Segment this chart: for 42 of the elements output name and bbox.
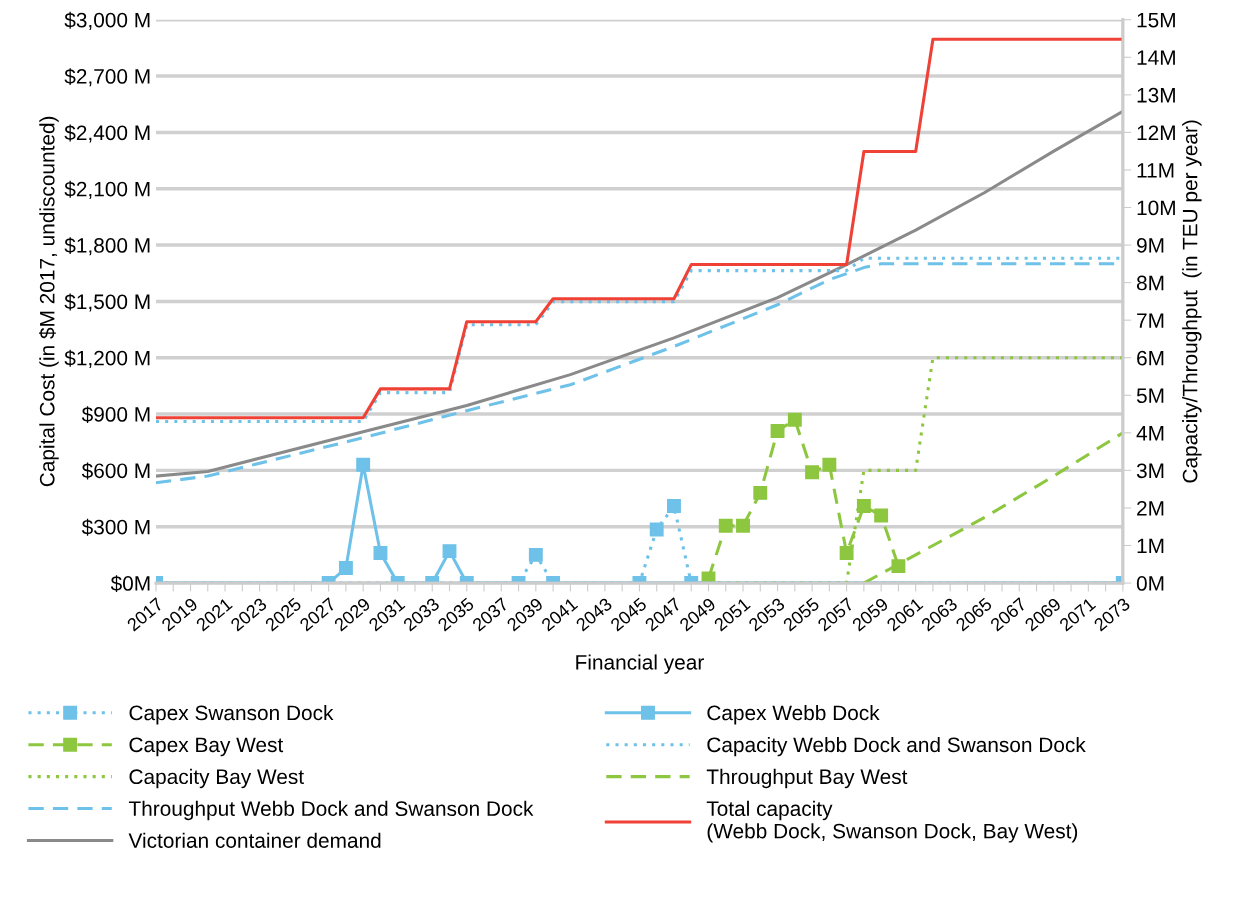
legend-label: Capacity Webb Dock and Swanson Dock (707, 736, 1086, 757)
y2-tick-label: 15M (1137, 12, 1175, 28)
line-series (155, 109, 1123, 478)
y2-tick-label: 13M (1137, 87, 1175, 103)
legend-label: Throughput Webb Dock and Swanson Dock (128, 800, 534, 821)
legend-label: Capacity Bay West (129, 768, 304, 789)
y2-tick-label: 8M (1136, 275, 1164, 291)
y2-tick-label: 6M (1137, 350, 1164, 366)
y-tick-label: $1,800 M (64, 237, 150, 256)
legend-label: Capex Bay West (129, 737, 284, 757)
y2-tick-label: 3M (1136, 463, 1164, 479)
y2-tick-label: 9M (1137, 238, 1164, 253)
y2-tick-label: 1M (1137, 538, 1164, 554)
y-tick-label: $0M (110, 575, 150, 593)
y2-axis-title: Capacity/Throughput (in TEU per year) (1182, 120, 1202, 483)
y-tick-label: $2,100 M (64, 180, 150, 199)
legend-label: Capex Swanson Dock (129, 704, 334, 725)
y-tick-label: $300 M (81, 518, 150, 536)
y-tick-label: $600 M (81, 462, 150, 480)
legend-label: Throughput Bay West (706, 768, 908, 789)
y-tick-label: $1,200 M (64, 349, 150, 368)
y2-tick-label: 11M (1137, 163, 1174, 178)
y-tick-label: $3,000 M (64, 11, 150, 30)
legend-label: Total capacity (Webb Dock, Swanson Dock, Bay West) (706, 800, 1078, 843)
y2-tick-label: 12M (1137, 125, 1175, 140)
y2-tick-label: 7M (1137, 313, 1164, 328)
line-series (155, 37, 1123, 420)
x-axis-title: Financial year (576, 654, 704, 674)
y2-tick-label: 2M (1137, 500, 1164, 516)
y2-tick-label: 0M (1136, 576, 1164, 591)
y-tick-label: $2,400 M (64, 124, 150, 143)
legend-label: Victorian container demand (128, 832, 381, 848)
y-tick-label: $900 M (81, 406, 150, 424)
line-series (862, 431, 1123, 584)
y2-tick-label: 14M (1137, 50, 1175, 65)
y2-tick-label: 10M (1137, 200, 1175, 216)
y-axis-title: Capital Cost (in $M 2017, undiscounted) (38, 116, 59, 487)
y2-tick-label: 4M (1136, 426, 1164, 441)
y-tick-label: $1,500 M (64, 293, 150, 312)
y-tick-label: $2,700 M (64, 68, 150, 87)
legend-label: Capex Webb Dock (707, 704, 880, 725)
y2-tick-label: 5M (1136, 388, 1164, 404)
